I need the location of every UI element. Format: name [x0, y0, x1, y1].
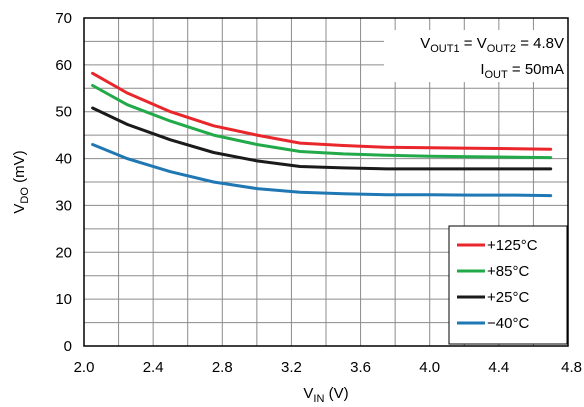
y-tick-label: 0	[64, 338, 72, 355]
x-tick-label: 3.6	[350, 359, 371, 376]
legend-label: +125°C	[487, 237, 538, 254]
y-tick-labels: 0 10 20 30 40 50 60 70	[55, 10, 72, 355]
annotation-iout-sub: OUT	[484, 69, 508, 81]
x-tick-labels: 2.0 2.4 2.8 3.2 3.6 4.0 4.4 4.8	[74, 359, 582, 376]
y-tick-label: 60	[55, 57, 72, 74]
x-axis-label: VIN (V)	[303, 385, 348, 405]
annotation-iout-symbol: I	[480, 61, 484, 78]
x-tick-label: 3.2	[281, 359, 302, 376]
annotation-vout2-sub: OUT2	[487, 43, 516, 55]
legend-label: +85°C	[487, 263, 529, 280]
legend-label: −40°C	[487, 315, 529, 332]
series-line-2	[91, 106, 553, 171]
x-axis-label-unit: (V)	[324, 385, 348, 402]
x-tick-label: 2.4	[143, 359, 164, 376]
annotation-iout: IOUT = 50mA	[480, 61, 564, 81]
y-tick-label: 20	[55, 244, 72, 261]
legend-label: +25°C	[487, 289, 529, 306]
annotation-vout1-symbol: V	[420, 35, 430, 52]
x-tick-label: 4.0	[419, 359, 440, 376]
annotation-vout1-sub: OUT1	[430, 43, 459, 55]
series-line-1	[91, 84, 553, 160]
annotation-equals-1: = V	[460, 35, 487, 52]
y-tick-label: 50	[55, 104, 72, 121]
x-tick-label: 4.8	[561, 359, 582, 376]
x-axis-label-symbol: V	[303, 385, 313, 402]
plot-frame	[83, 17, 569, 347]
y-tick-label: 30	[55, 197, 72, 214]
annotation-vout-value: = 4.8V	[516, 35, 564, 52]
x-tick-label: 4.4	[488, 359, 509, 376]
x-axis-label-sub: IN	[313, 393, 324, 405]
x-tick-label: 2.8	[212, 359, 233, 376]
series-line-0	[91, 71, 553, 151]
y-tick-label: 10	[55, 291, 72, 308]
y-tick-label: 70	[55, 10, 72, 27]
y-axis-label: VDO (mV)	[11, 150, 31, 213]
y-tick-label: 40	[55, 151, 72, 168]
series-line-3	[91, 143, 553, 198]
x-tick-label: 2.0	[74, 359, 95, 376]
y-axis-label-unit: (mV)	[11, 150, 28, 187]
annotation-iout-value: = 50mA	[508, 61, 564, 78]
legend: +125°C +85°C +25°C −40°C	[448, 225, 568, 345]
y-axis-label-symbol: V	[11, 204, 28, 214]
y-axis-label-sub: DO	[19, 187, 31, 204]
annotation-vout: VOUT1 = VOUT2 = 4.8V	[420, 35, 564, 55]
annotation-background	[384, 30, 567, 82]
series-lines	[91, 71, 553, 198]
